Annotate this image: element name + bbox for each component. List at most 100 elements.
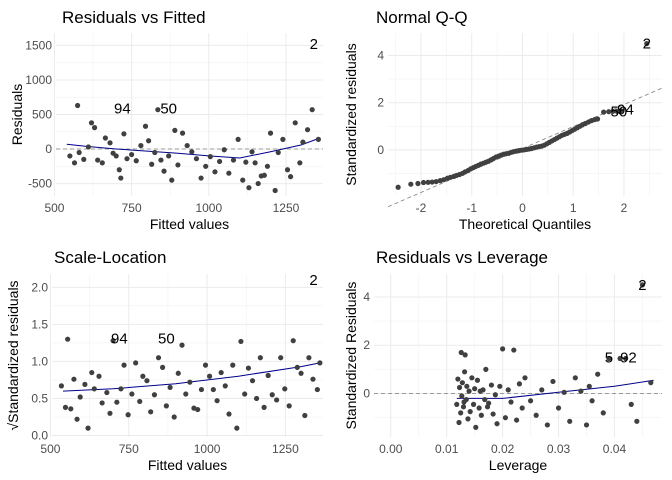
data-point — [124, 156, 130, 162]
x-tick-label: 0 — [519, 201, 526, 215]
point-label: 94 — [617, 101, 634, 118]
y-axis-label: Standardized Residuals — [343, 282, 359, 430]
data-point — [483, 366, 489, 372]
data-point — [249, 149, 255, 155]
data-point — [133, 158, 139, 164]
data-point — [89, 369, 95, 376]
point-label: 2 — [310, 36, 318, 53]
panel-title: Residuals vs Fitted — [62, 8, 206, 27]
x-tick-label: 0.01 — [435, 442, 459, 456]
data-point — [175, 162, 181, 168]
data-point — [464, 383, 470, 389]
data-point — [158, 157, 164, 163]
y-tick-label: 0.0 — [31, 429, 48, 443]
data-point — [179, 130, 186, 136]
data-point — [183, 391, 189, 397]
data-point — [461, 369, 468, 375]
data-point — [99, 400, 105, 406]
data-point — [472, 386, 478, 392]
point-label: 94 — [111, 330, 128, 347]
data-point — [65, 336, 71, 342]
data-point — [85, 425, 91, 431]
data-point — [420, 179, 427, 186]
data-point — [644, 41, 650, 47]
data-point — [269, 392, 275, 398]
data-point — [280, 136, 286, 142]
data-point — [77, 394, 83, 400]
data-point — [275, 149, 281, 156]
data-point — [146, 138, 152, 144]
data-point — [118, 386, 124, 392]
data-point — [235, 136, 241, 142]
data-point — [216, 158, 223, 165]
data-point — [497, 383, 503, 389]
smooth-line — [62, 362, 320, 392]
data-point — [505, 387, 511, 393]
data-point — [561, 389, 567, 395]
data-point — [458, 410, 464, 416]
data-point — [623, 355, 629, 362]
x-tick-label: 0.00 — [379, 442, 403, 456]
data-point — [110, 338, 116, 344]
point-label: 2 — [638, 277, 646, 294]
data-point — [466, 388, 472, 394]
y-tick-label: 2.0 — [31, 280, 48, 294]
y-tick-label: 0 — [363, 387, 370, 401]
data-point — [304, 127, 311, 133]
x-tick-label: -2 — [416, 201, 427, 215]
data-point — [601, 109, 607, 115]
data-point — [179, 342, 185, 348]
y-tick-label: 4 — [377, 48, 384, 62]
data-point — [159, 364, 166, 370]
data-point — [96, 373, 102, 379]
panel-title: Residuals vs Leverage — [376, 248, 548, 267]
data-point — [74, 416, 80, 422]
data-point — [169, 177, 175, 183]
data-point — [594, 116, 601, 122]
data-point — [511, 347, 517, 353]
data-point — [184, 142, 190, 149]
data-point — [315, 136, 321, 142]
x-tick-label: -1 — [466, 201, 477, 215]
data-point — [539, 387, 545, 393]
data-point — [282, 386, 288, 392]
data-point — [234, 425, 240, 431]
data-point — [516, 381, 522, 387]
data-point — [172, 127, 178, 133]
data-point — [171, 414, 177, 420]
data-point — [116, 167, 122, 173]
data-point — [58, 383, 64, 389]
data-point — [88, 120, 95, 126]
data-point — [189, 149, 195, 155]
data-point — [474, 377, 481, 383]
data-point — [617, 355, 623, 362]
data-point — [114, 399, 120, 405]
data-point — [433, 178, 439, 185]
data-point — [253, 395, 260, 402]
data-point — [634, 418, 640, 424]
y-tick-label: 2 — [377, 96, 384, 110]
data-point — [71, 160, 78, 166]
data-point — [230, 362, 236, 368]
data-point — [425, 179, 431, 185]
panel-title: Scale-Location — [54, 248, 166, 267]
data-point — [245, 365, 252, 371]
data-point — [62, 404, 69, 410]
data-point — [284, 167, 291, 173]
data-point — [261, 404, 267, 410]
data-point — [476, 405, 482, 411]
data-point — [193, 156, 200, 162]
data-point — [75, 102, 81, 109]
y-tick-label: 1000 — [25, 73, 52, 87]
smooth-line — [66, 137, 321, 159]
data-point — [465, 416, 471, 422]
data-point — [264, 163, 271, 169]
data-point — [544, 422, 550, 428]
point-label: 50 — [611, 103, 628, 120]
data-point — [482, 396, 488, 403]
data-point — [198, 175, 204, 181]
data-point — [578, 388, 584, 394]
data-point — [166, 153, 172, 159]
data-point — [586, 383, 592, 389]
